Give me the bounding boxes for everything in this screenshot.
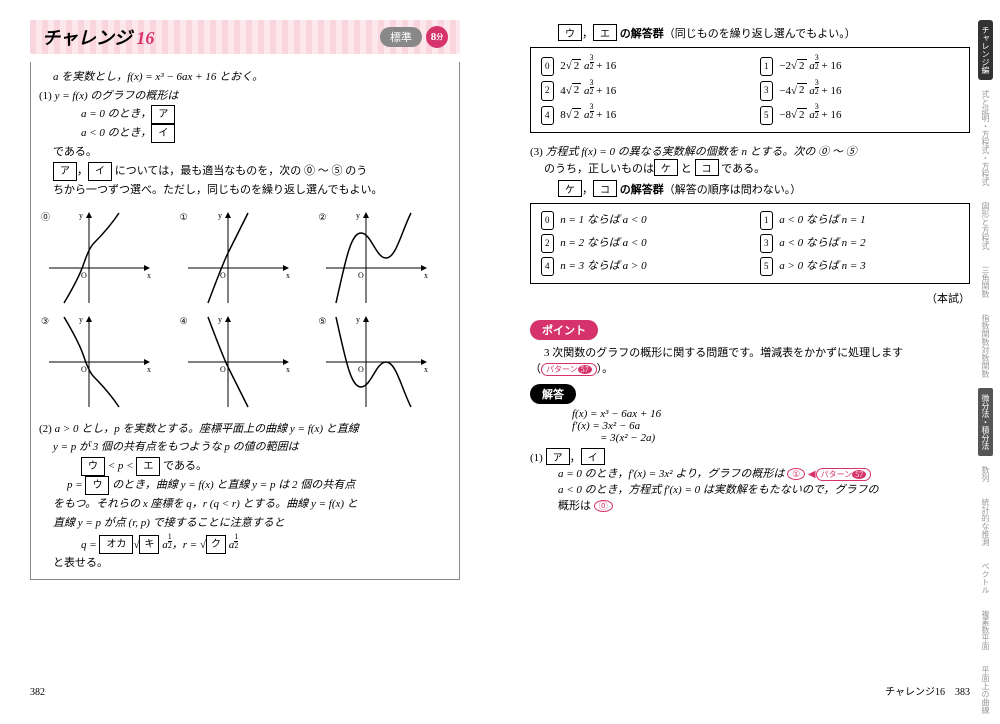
svg-text:y: y (218, 315, 222, 324)
tab-3[interactable]: 三角関数 (978, 260, 993, 304)
tab-7[interactable]: 統計的な推測 (978, 492, 993, 552)
source-label: （本試） (530, 290, 970, 306)
graph-1: ① xyO (178, 208, 298, 308)
pattern-ref: （パターン57）。 (530, 360, 970, 376)
point-text: 3 次関数のグラフの概形に関する問題です。増減表をかかずに処理します (530, 344, 970, 360)
svg-text:O: O (81, 365, 87, 374)
opt-3: 3 −4√2 a32 + 16 (760, 79, 959, 102)
point-badge: ポイント (530, 320, 598, 340)
ans1-line3: 概形は ⓪ (530, 497, 970, 513)
arrow-left-icon: ◀ (808, 469, 816, 480)
answer-section: 解答 (530, 384, 970, 404)
tab-6[interactable]: 数列 (978, 460, 993, 488)
svg-text:y: y (356, 315, 360, 324)
q1-instruction: ア，イ については，最も適当なものを，次の ⓪ ～ ⑤ のう (39, 162, 451, 181)
page-number-left: 382 (30, 687, 45, 698)
tab-1[interactable]: 式と証明・方程式・方程式 (978, 84, 993, 192)
graph-3: ③ xyO (39, 312, 159, 412)
tab-9[interactable]: 複素数平面 (978, 604, 993, 656)
ans-eq2: f'(x) = 3x² − 6a (530, 420, 970, 432)
svg-text:x: x (147, 365, 151, 374)
q3-opt-4: 4 n = 3 ならば a > 0 (541, 256, 740, 277)
q3-opt-2: 2 n = 2 ならば a < 0 (541, 233, 740, 254)
q3: (3) 方程式 f(x) = 0 の異なる実数解の個数を n とする。次の ⓪ … (530, 143, 970, 159)
ans1: (1) ア，イ (530, 448, 970, 465)
q1: (1) y = f(x) のグラフの概形は (39, 87, 451, 106)
svg-text:y: y (218, 211, 222, 220)
point-section: ポイント (530, 320, 970, 340)
q3-header: ケ，コ の解答群（解答の順序は問わない。） (530, 180, 970, 197)
q1-case-b: a < 0 のとき，イ (39, 124, 451, 143)
svg-text:x: x (286, 365, 290, 374)
ue-header: ウ，エ の解答群（同じものを繰り返し選んでもよい。） (530, 24, 970, 41)
time-badge: 8分 (426, 26, 448, 48)
box-ko: コ (695, 159, 719, 176)
tab-10[interactable]: 平面上の曲線 (978, 660, 993, 720)
opt-1: 1 −2√2 a32 + 16 (760, 54, 959, 77)
graph-0: ⓪ xyO (39, 208, 159, 308)
side-tabs: チャレンジ編 式と証明・方程式・方程式 図形と方程式 三角関数 指数関数対数関数… (978, 20, 996, 724)
svg-text:O: O (220, 271, 226, 280)
q3-opt-1: 1 a < 0 ならば n = 1 (760, 210, 959, 231)
box-u: ウ (81, 457, 105, 476)
challenge-number: 16 (136, 28, 154, 48)
left-page: チャレンジ 16 標準 8分 a を実数とし，f(x) = x³ − 6ax +… (0, 0, 500, 710)
q3-opt-0: 0 n = 1 ならば a < 0 (541, 210, 740, 231)
right-page: ウ，エ の解答群（同じものを繰り返し選んでもよい。） 0 2√2 a32 + 1… (500, 0, 1000, 710)
tab-2[interactable]: 図形と方程式 (978, 196, 993, 256)
challenge-header: チャレンジ 16 標準 8分 (30, 20, 460, 54)
svg-text:x: x (147, 271, 151, 280)
tab-8[interactable]: ベクトル (978, 556, 993, 600)
graph-4: ④ xyO (178, 312, 298, 412)
graph-grid: ⓪ xyO ① xyO ② xyO ③ xyO ④ xyO ⑤ xyO (39, 208, 451, 412)
tab-challenge[interactable]: チャレンジ編 (978, 20, 993, 80)
svg-text:y: y (356, 211, 360, 220)
intro-text: a を実数とし，f(x) = x³ − 6ax + 16 とおく。 (39, 68, 451, 87)
challenge-title: チャレンジ 16 (42, 24, 154, 50)
box-ku: ク (206, 535, 226, 554)
svg-text:y: y (79, 211, 83, 220)
box-oka: オカ (99, 535, 133, 554)
svg-text:x: x (286, 271, 290, 280)
q2: (2) a > 0 とし，p を実数とする。座標平面上の曲線 y = f(x) … (39, 420, 451, 439)
box-i: イ (151, 124, 175, 143)
svg-text:O: O (220, 365, 226, 374)
page-number-right: チャレンジ16 383 (885, 683, 970, 698)
box-ke: ケ (654, 159, 678, 176)
q3-options-box: 0 n = 1 ならば a < 0 1 a < 0 ならば n = 1 2 n … (530, 203, 970, 284)
q2-eq: q = オカ√キ a12，r = √ク a12 (39, 533, 451, 555)
svg-text:y: y (79, 315, 83, 324)
ue-options-box: 0 2√2 a32 + 16 1 −2√2 a32 + 16 2 4√2 a32… (530, 47, 970, 133)
graph-5: ⑤ xyO (316, 312, 436, 412)
box-e: エ (136, 457, 160, 476)
tab-5[interactable]: 微分法・積分法 (978, 388, 993, 456)
opt-2: 2 4√2 a32 + 16 (541, 79, 740, 102)
svg-text:x: x (424, 271, 428, 280)
q3-line2: のうち，正しいものはケ と コ である。 (530, 159, 970, 176)
ans1-line1: a = 0 のとき，f'(x) = 3x² より，グラフの概形は ① ◀パターン… (530, 465, 970, 481)
answer-badge: 解答 (530, 384, 576, 404)
opt-5: 5 −8√2 a32 + 16 (760, 103, 959, 126)
standard-badge: 標準 (380, 27, 422, 47)
challenge-label: チャレンジ (42, 28, 132, 48)
tab-4[interactable]: 指数関数対数関数 (978, 308, 993, 384)
box-a: ア (151, 105, 175, 124)
problem-body: a を実数とし，f(x) = x³ − 6ax + 16 とおく。 (1) y … (30, 62, 460, 580)
ans-eq1: f(x) = x³ − 6ax + 16 (530, 408, 970, 420)
svg-text:O: O (358, 271, 364, 280)
svg-text:x: x (424, 365, 428, 374)
q1-case-a: a = 0 のとき，ア (39, 105, 451, 124)
q2-range: ウ < p < エ である。 (39, 457, 451, 476)
q3-opt-3: 3 a < 0 ならば n = 2 (760, 233, 959, 254)
q3-opt-5: 5 a > 0 ならば n = 3 (760, 256, 959, 277)
ans1-line2: a < 0 のとき，方程式 f'(x) = 0 は実数解をもたないので，グラフの (530, 481, 970, 497)
svg-text:O: O (358, 365, 364, 374)
opt-0: 0 2√2 a32 + 16 (541, 54, 740, 77)
q2-p-case: p = ウ のとき，曲線 y = f(x) と直線 y = p は 2 個の共有… (39, 476, 451, 495)
svg-text:O: O (81, 271, 87, 280)
graph-2: ② xyO (316, 208, 436, 308)
opt-4: 4 8√2 a32 + 16 (541, 103, 740, 126)
box-ki: キ (139, 535, 159, 554)
ans-eq3: = 3(x² − 2a) (530, 432, 970, 444)
